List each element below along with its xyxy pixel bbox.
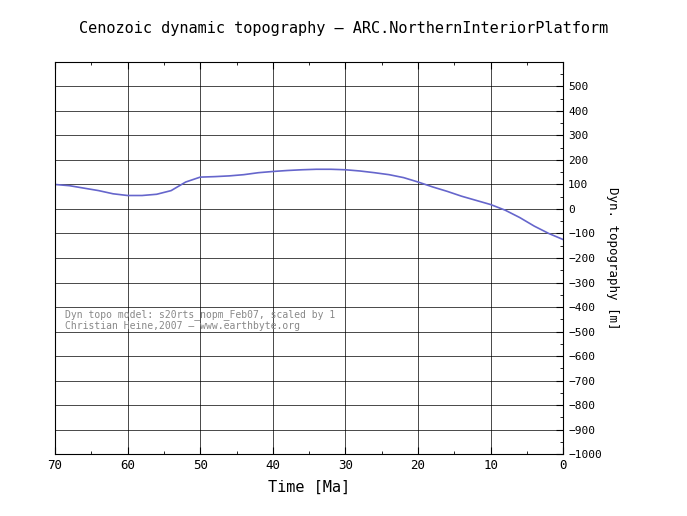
Text: Dyn topo model: s20rts_nopm_Feb07, scaled by 1
Christian Heine,2007 – www.earthb: Dyn topo model: s20rts_nopm_Feb07, scale… <box>65 309 335 331</box>
Y-axis label: Dyn. topography [m]: Dyn. topography [m] <box>606 187 618 329</box>
Text: Cenozoic dynamic topography – ARC.NorthernInteriorPlatform: Cenozoic dynamic topography – ARC.Northe… <box>79 21 608 36</box>
X-axis label: Time [Ma]: Time [Ma] <box>268 480 350 495</box>
